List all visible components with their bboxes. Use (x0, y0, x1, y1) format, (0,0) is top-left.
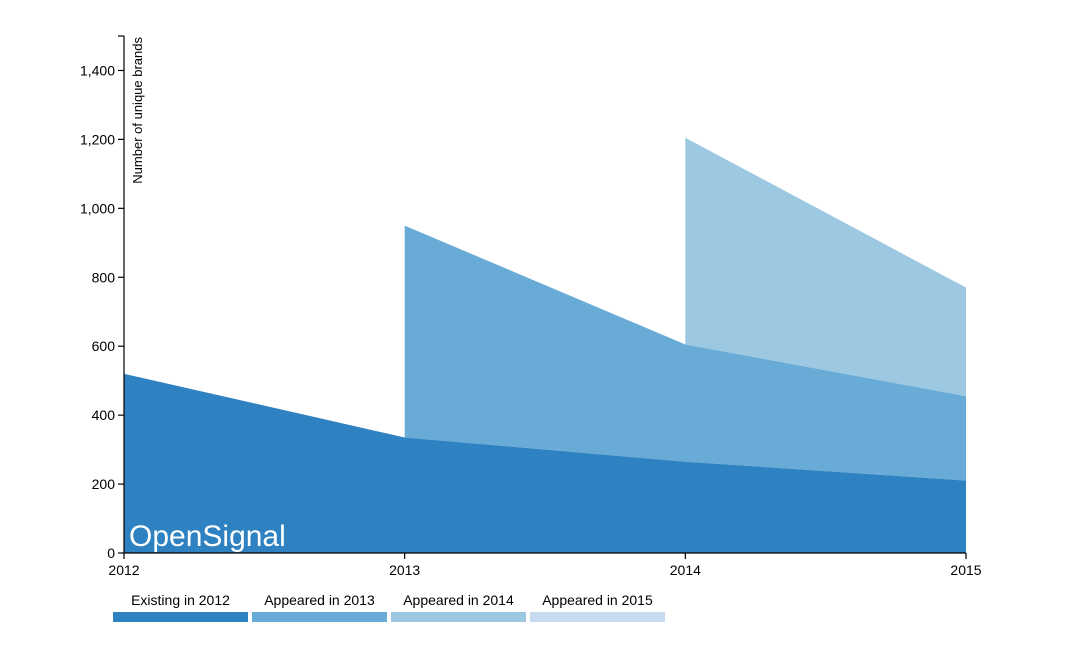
y-tick-label: 1,400 (80, 62, 115, 78)
y-tick-label: 400 (92, 407, 116, 423)
x-tick-label: 2015 (950, 562, 981, 578)
y-axis-title: Number of unique brands (130, 37, 145, 184)
legend-label: Appeared in 2013 (264, 592, 375, 608)
x-tick-label: 2013 (389, 562, 420, 578)
opensignal-logo-text: OpenSignal (129, 520, 286, 553)
legend-label: Appeared in 2015 (542, 592, 653, 608)
legend-label: Existing in 2012 (131, 592, 230, 608)
legend: Existing in 2012 Appeared in 2013 Appeared… (113, 592, 665, 622)
area-appeared-in-2013 (404, 225, 966, 481)
legend-swatch (391, 612, 526, 622)
area-layer (124, 137, 966, 553)
y-tick-label: 200 (92, 476, 116, 492)
y-tick-label: 1,200 (80, 131, 115, 147)
legend-swatch (530, 612, 665, 622)
x-tick-label: 2014 (670, 562, 701, 578)
y-tick-label: 600 (92, 338, 116, 354)
legend-item: Appeared in 2014 (391, 592, 526, 622)
axes: 0 200 400 600 800 1,000 1,200 1,400 2012 2013 2014… (80, 35, 982, 578)
x-tick-label: 2012 (108, 562, 139, 578)
y-tick-label: 0 (107, 545, 115, 561)
legend-item: Existing in 2012 (113, 592, 248, 622)
legend-label: Appeared in 2014 (403, 592, 514, 608)
legend-item: Appeared in 2015 (530, 592, 665, 622)
y-tick-label: 800 (92, 269, 116, 285)
legend-item: Appeared in 2013 (252, 592, 387, 622)
area-appeared-in-2014 (685, 137, 966, 397)
legend-swatch (113, 612, 248, 622)
area-existing-in-2012 (124, 373, 966, 553)
legend-swatch (252, 612, 387, 622)
y-tick-label: 1,000 (80, 200, 115, 216)
